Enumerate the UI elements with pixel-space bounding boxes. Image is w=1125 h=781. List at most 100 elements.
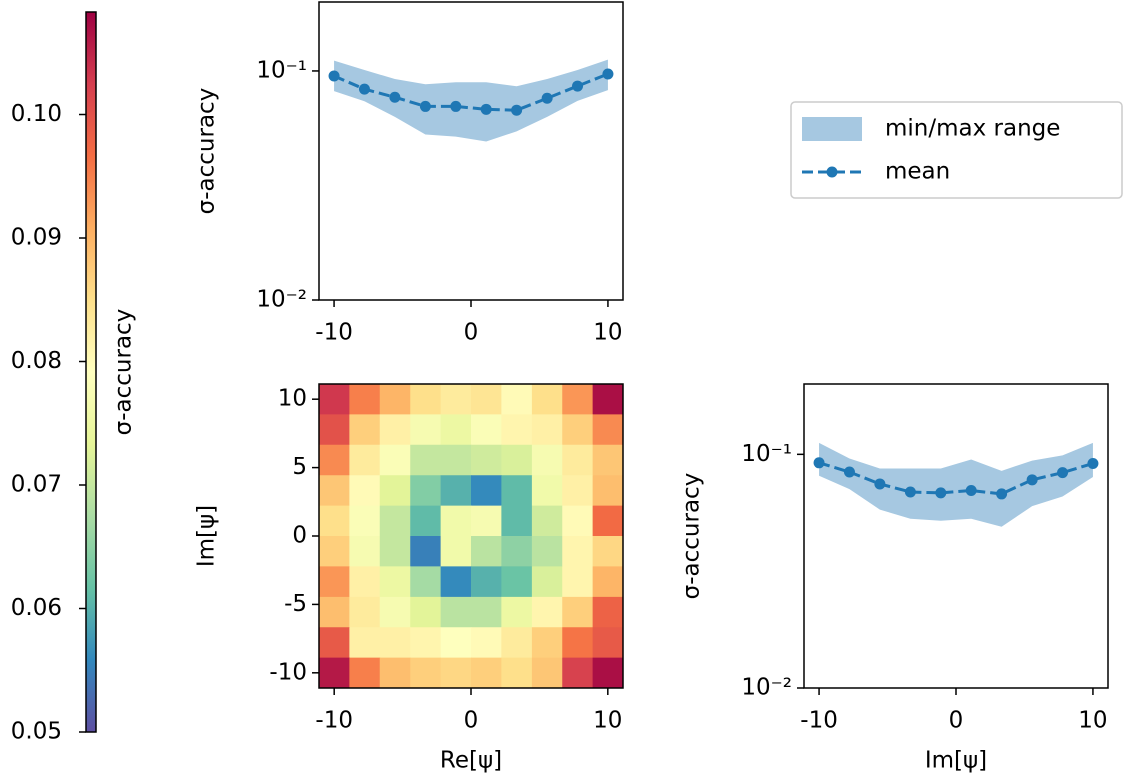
heatmap-cell bbox=[349, 475, 381, 507]
heatmap-cell bbox=[319, 414, 350, 446]
heatmap-cell bbox=[410, 475, 442, 507]
y-tick-label: 10 bbox=[278, 386, 307, 412]
heatmap-cell bbox=[501, 657, 533, 689]
x-tick-label: -10 bbox=[800, 708, 838, 734]
x-axis-label: Im[ψ] bbox=[925, 748, 987, 774]
heatmap-cell bbox=[562, 657, 594, 689]
x-tick-label: -10 bbox=[315, 320, 353, 346]
mean-point bbox=[328, 70, 340, 82]
y-tick-label: 10⁻¹ bbox=[741, 441, 792, 467]
heatmap-cell bbox=[471, 444, 502, 476]
heatmap-cell bbox=[440, 596, 472, 628]
heatmap-cell bbox=[410, 505, 442, 537]
colorbar-tick-label: 0.10 bbox=[11, 101, 62, 127]
heatmap-cell bbox=[379, 657, 411, 689]
heatmap-cell bbox=[501, 627, 533, 659]
colorbar-tick-label: 0.05 bbox=[11, 719, 62, 745]
mean-point bbox=[358, 83, 370, 95]
heatmap-cell bbox=[349, 566, 381, 598]
heatmap-cell bbox=[471, 566, 502, 598]
heatmap-cell bbox=[501, 566, 533, 598]
heatmap-cell bbox=[349, 657, 381, 689]
heatmap-cell bbox=[501, 505, 533, 537]
heatmap-cell bbox=[349, 596, 381, 628]
colorbar-label: σ-accuracy bbox=[111, 309, 137, 436]
heatmap-cell bbox=[319, 566, 350, 598]
heatmap-cell bbox=[471, 475, 502, 507]
heatmap-cell bbox=[349, 627, 381, 659]
mean-point bbox=[843, 466, 855, 478]
heatmap-cell bbox=[319, 627, 350, 659]
heatmap-cell bbox=[440, 657, 472, 689]
heatmap-cell bbox=[531, 627, 563, 659]
x-axis-label: Re[ψ] bbox=[440, 748, 502, 774]
heatmap-cell bbox=[410, 657, 442, 689]
heatmap-cell bbox=[440, 384, 472, 415]
heatmap-cell bbox=[562, 596, 594, 628]
heatmap-cell bbox=[379, 444, 411, 476]
range-band bbox=[334, 59, 608, 142]
heatmap-cell bbox=[592, 627, 624, 659]
heatmap-cell bbox=[592, 536, 624, 567]
colorbar-tick-label: 0.06 bbox=[11, 595, 62, 621]
axes-frame bbox=[318, 1, 624, 301]
mean-point bbox=[450, 100, 462, 112]
mean-point bbox=[965, 485, 977, 497]
heatmap-cell bbox=[562, 384, 594, 415]
heatmap-cell bbox=[531, 566, 563, 598]
legend-label: mean bbox=[885, 159, 950, 185]
x-tick-label: -10 bbox=[315, 708, 353, 734]
y-tick-label: -10 bbox=[269, 659, 307, 685]
plot-area bbox=[813, 442, 1099, 527]
x-tick-label: 0 bbox=[949, 708, 964, 734]
x-tick-label: 10 bbox=[593, 320, 622, 346]
heatmap-cell bbox=[379, 596, 411, 628]
mean-point bbox=[480, 103, 492, 115]
legend-label: min/max range bbox=[885, 116, 1060, 142]
heatmap-cell bbox=[349, 536, 381, 567]
heatmap-cell bbox=[562, 475, 594, 507]
heatmap-cell bbox=[471, 536, 502, 567]
heatmap-cell bbox=[592, 505, 624, 537]
heatmap-cell bbox=[531, 596, 563, 628]
mean-point bbox=[904, 486, 916, 498]
heatmap-cell bbox=[379, 384, 411, 415]
axes-frame bbox=[803, 383, 1109, 689]
heatmap-cell bbox=[471, 657, 502, 689]
heatmap-cell bbox=[531, 475, 563, 507]
heatmap-cell bbox=[379, 475, 411, 507]
heatmap-cell bbox=[531, 505, 563, 537]
y-axis-label: σ-accuracy bbox=[679, 473, 705, 600]
legend-frame bbox=[790, 101, 1123, 199]
heatmap-cell bbox=[319, 505, 350, 537]
heatmap-cell bbox=[410, 536, 442, 567]
mean-point bbox=[511, 104, 523, 116]
heatmap-cell bbox=[379, 566, 411, 598]
mean-point bbox=[996, 488, 1008, 500]
mean-point bbox=[1087, 457, 1099, 469]
heatmap-cell bbox=[440, 627, 472, 659]
mean-point bbox=[935, 487, 947, 499]
y-tick-label: 5 bbox=[292, 454, 307, 480]
heatmap-cell bbox=[531, 536, 563, 567]
heatmap-cell bbox=[592, 657, 624, 689]
y-tick-label: 10⁻² bbox=[741, 675, 792, 701]
heatmap-cell bbox=[440, 536, 472, 567]
mean-point bbox=[419, 100, 431, 112]
mean-point bbox=[541, 92, 553, 104]
heatmap-cell bbox=[319, 536, 350, 567]
x-tick-label: 10 bbox=[1078, 708, 1107, 734]
legend-marker bbox=[826, 166, 838, 178]
heatmap-cell bbox=[410, 627, 442, 659]
y-tick-label: 10⁻² bbox=[256, 287, 307, 313]
heatmap-cell bbox=[319, 475, 350, 507]
mean-point bbox=[602, 68, 614, 80]
heatmap-cell bbox=[531, 444, 563, 476]
heatmap-cell bbox=[471, 627, 502, 659]
heatmap-cell bbox=[501, 384, 533, 415]
y-tick-label: 0 bbox=[292, 523, 307, 549]
heatmap-cell bbox=[531, 414, 563, 446]
y-tick-label: -5 bbox=[284, 591, 307, 617]
heatmap-cell bbox=[440, 414, 472, 446]
heatmap-cell bbox=[410, 444, 442, 476]
